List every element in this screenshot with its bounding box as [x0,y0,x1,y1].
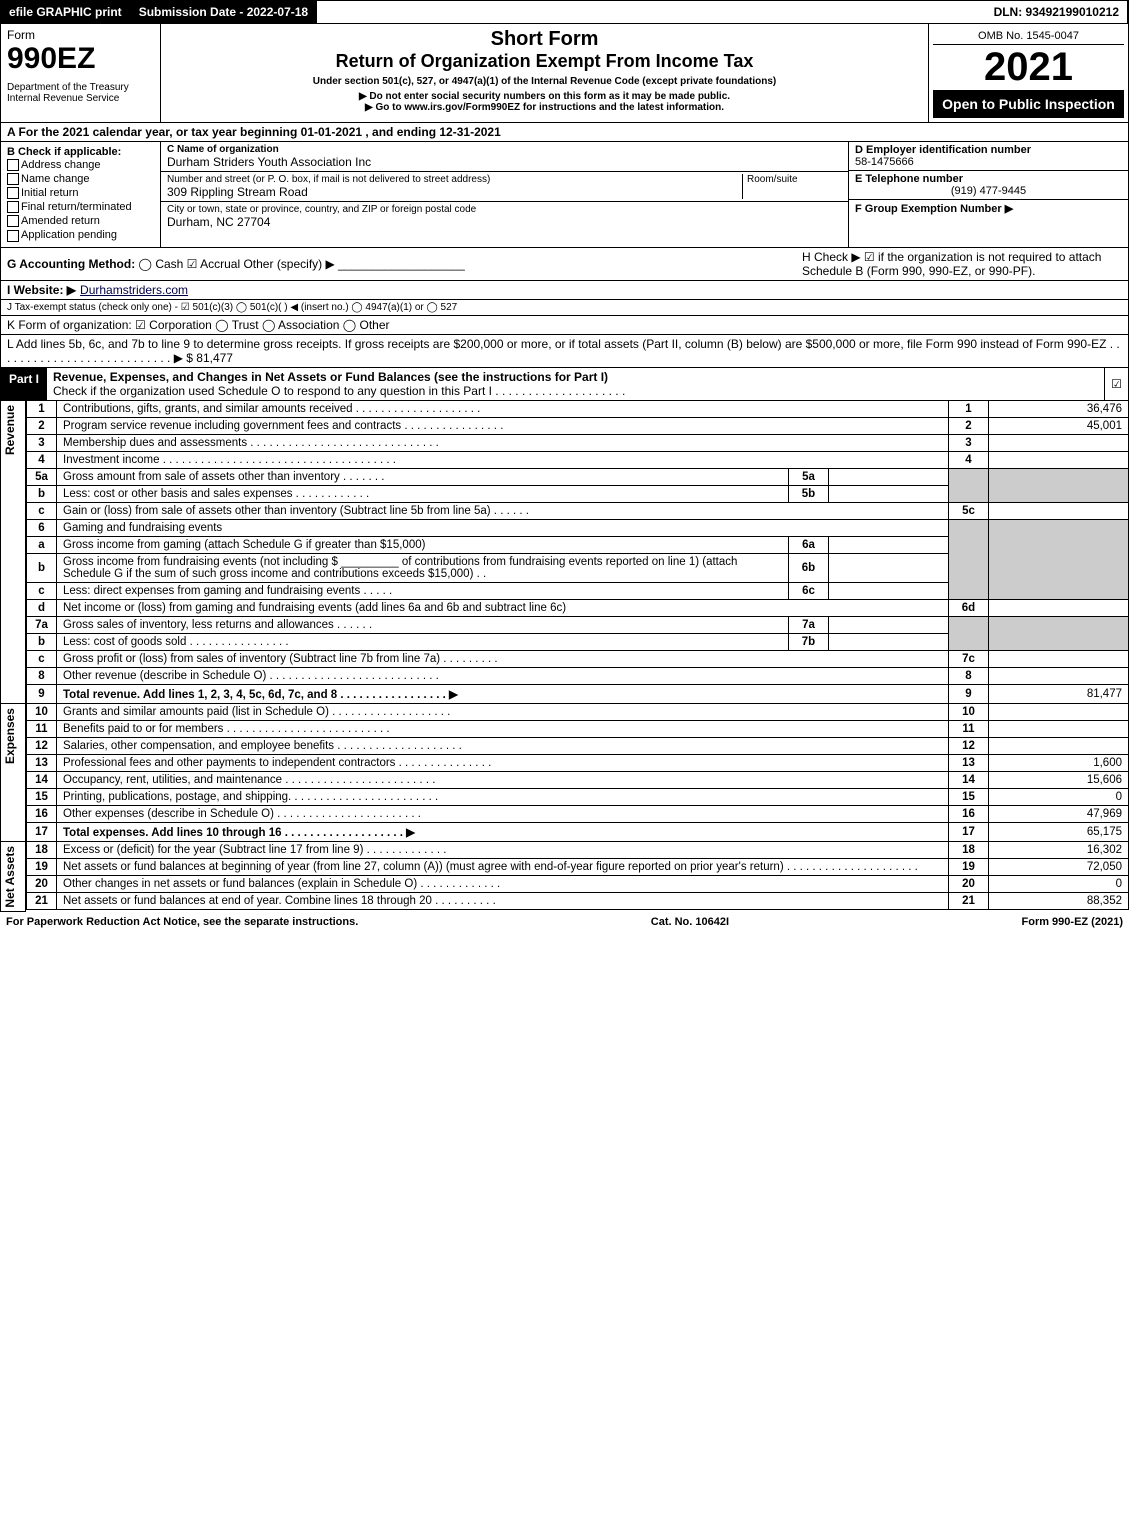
phone-value: (919) 477-9445 [855,185,1122,197]
g-label: G Accounting Method: [7,257,135,271]
part-1-title: Revenue, Expenses, and Changes in Net As… [53,370,608,384]
g-other[interactable]: Other (specify) ▶ [243,257,334,271]
open-inspection: Open to Public Inspection [933,90,1124,118]
dln-label: DLN: 93492199010212 [986,1,1128,23]
check-application-pending[interactable]: Application pending [7,228,154,242]
box-c: C Name of organization Durham Striders Y… [161,142,848,247]
ssn-warning: ▶ Do not enter social security numbers o… [165,91,924,102]
check-initial-return[interactable]: Initial return [7,186,154,200]
part-1-checkbox[interactable]: ☑ [1104,368,1128,400]
expenses-table: 10Grants and similar amounts paid (list … [26,704,1129,842]
website-link[interactable]: Durhamstriders.com [80,283,188,297]
omb-number: OMB No. 1545-0047 [933,28,1124,45]
form-label: Form [7,28,154,42]
netassets-table: 18Excess or (deficit) for the year (Subt… [26,842,1129,910]
goto-link[interactable]: ▶ Go to www.irs.gov/Form990EZ for instru… [165,102,924,113]
netassets-section: Net Assets 18Excess or (deficit) for the… [0,842,1129,913]
row-i: I Website: ▶ Durhamstriders.com [0,281,1129,300]
tax-year: 2021 [933,45,1124,90]
check-address-change[interactable]: Address change [7,158,154,172]
box-def: D Employer identification number 58-1475… [848,142,1128,247]
part-1-header: Part I Revenue, Expenses, and Changes in… [0,368,1129,401]
h-text: H Check ▶ ☑ if the organization is not r… [802,250,1122,278]
room-suite-label: Room/suite [742,174,842,199]
check-amended-return[interactable]: Amended return [7,214,154,228]
dept-label: Department of the Treasury Internal Reve… [7,82,154,104]
c-city-label: City or town, state or province, country… [167,204,842,215]
f-label: F Group Exemption Number ▶ [855,202,1122,215]
g-cash[interactable]: Cash [155,257,183,271]
revenue-section: Revenue 1Contributions, gifts, grants, a… [0,401,1129,704]
row-k: K Form of organization: ☑ Corporation ◯ … [0,316,1129,335]
org-street: 309 Rippling Stream Road [167,185,742,199]
return-subtitle: Return of Organization Exempt From Incom… [165,51,924,72]
expenses-section: Expenses 10Grants and similar amounts pa… [0,704,1129,842]
form-number: 990EZ [7,42,154,76]
c-name-label: C Name of organization [167,144,842,155]
expenses-label: Expenses [1,704,19,768]
short-form-title: Short Form [165,28,924,51]
c-street-label: Number and street (or P. O. box, if mail… [167,174,742,185]
i-label: I Website: ▶ [7,283,76,297]
org-city: Durham, NC 27704 [167,215,842,229]
page-footer: For Paperwork Reduction Act Notice, see … [0,912,1129,932]
check-final-return[interactable]: Final return/terminated [7,200,154,214]
part-1-label: Part I [1,368,47,400]
e-label: E Telephone number [855,173,1122,185]
footer-center: Cat. No. 10642I [651,916,729,928]
top-bar: efile GRAPHIC print Submission Date - 20… [0,0,1129,24]
row-l: L Add lines 5b, 6c, and 7b to line 9 to … [0,335,1129,368]
form-header: Form 990EZ Department of the Treasury In… [0,24,1129,123]
box-b: B Check if applicable: Address change Na… [1,142,161,247]
footer-right: Form 990-EZ (2021) [1022,916,1123,928]
check-name-change[interactable]: Name change [7,172,154,186]
revenue-label: Revenue [1,401,19,459]
d-label: D Employer identification number [855,144,1122,156]
efile-label: efile GRAPHIC print [1,1,131,23]
netassets-label: Net Assets [1,842,19,912]
box-b-title: B Check if applicable: [7,146,154,158]
section-a-period: A For the 2021 calendar year, or tax yea… [0,123,1129,142]
under-section: Under section 501(c), 527, or 4947(a)(1)… [165,76,924,87]
org-name: Durham Striders Youth Association Inc [167,155,842,169]
info-grid: B Check if applicable: Address change Na… [0,142,1129,248]
footer-left: For Paperwork Reduction Act Notice, see … [6,916,358,928]
row-gh: G Accounting Method: ◯ Cash ☑ Accrual Ot… [0,248,1129,281]
part-1-check: Check if the organization used Schedule … [53,384,625,398]
submission-date: Submission Date - 2022-07-18 [131,1,317,23]
ein-value: 58-1475666 [855,156,1122,168]
g-accrual[interactable]: Accrual [200,257,240,271]
revenue-table: 1Contributions, gifts, grants, and simil… [26,401,1129,704]
row-j: J Tax-exempt status (check only one) - ☑… [0,300,1129,316]
